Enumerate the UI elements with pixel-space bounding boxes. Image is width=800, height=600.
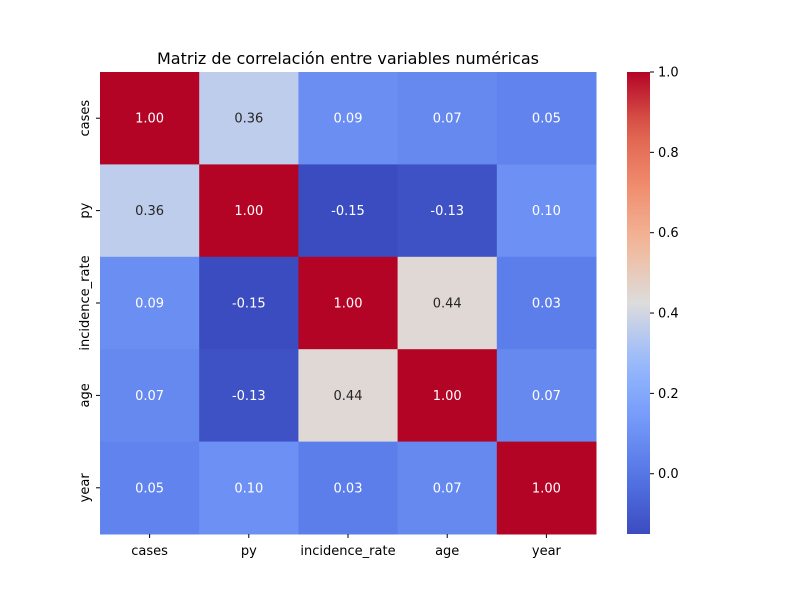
heatmap-cell bbox=[496, 349, 597, 443]
heatmap-cell bbox=[199, 164, 299, 258]
cell-value-label: 0.09 bbox=[334, 112, 363, 127]
cell-value-label: 0.05 bbox=[135, 481, 164, 496]
heatmap-cell bbox=[496, 72, 597, 165]
heatmap-cell bbox=[298, 441, 399, 535]
cell-value-label: 0.44 bbox=[334, 389, 363, 404]
colorbar-tick-label: 1.0 bbox=[658, 66, 679, 81]
heatmap-cell bbox=[496, 441, 597, 535]
chart-title: Matriz de correlación entre variables nu… bbox=[157, 49, 539, 68]
colorbar-tick-label: 0.0 bbox=[658, 467, 679, 482]
cell-value-label: 0.07 bbox=[433, 481, 462, 496]
heatmap-cell bbox=[100, 72, 200, 165]
x-tick-label: age bbox=[435, 544, 459, 559]
cell-value-label: 1.00 bbox=[334, 297, 363, 312]
heatmap-cell bbox=[397, 164, 498, 258]
heatmap-cell bbox=[298, 164, 399, 258]
heatmap-cell bbox=[397, 256, 498, 350]
colorbar-tick-label: 0.4 bbox=[658, 307, 679, 322]
y-tick-label: cases bbox=[78, 100, 93, 137]
cell-value-label: 0.44 bbox=[433, 297, 462, 312]
heatmap-cell bbox=[397, 349, 498, 443]
cell-value-label: 0.07 bbox=[433, 112, 462, 127]
cell-value-label: 0.03 bbox=[334, 481, 363, 496]
cell-value-label: 1.00 bbox=[135, 112, 164, 127]
cell-value-label: 0.07 bbox=[135, 389, 164, 404]
heatmap-cell bbox=[496, 256, 597, 350]
heatmap-cell bbox=[199, 72, 299, 165]
heatmap-cells: 1.00 0.36 0.09 0.07 0.05 0.36 1.00 -0.15 -0.13 0.… bbox=[100, 72, 597, 535]
colorbar: 0.0 0.2 0.4 0.6 0.8 1.0 bbox=[627, 66, 679, 534]
x-tick-label: py bbox=[241, 544, 257, 559]
cell-value-label: 0.10 bbox=[532, 204, 561, 219]
heatmap-cell bbox=[100, 441, 200, 535]
colorbar-tick-label: 0.8 bbox=[658, 146, 679, 161]
heatmap-cell bbox=[100, 256, 200, 350]
x-tick-label: year bbox=[532, 544, 562, 559]
cell-value-label: -0.15 bbox=[331, 204, 365, 219]
cell-value-label: 0.36 bbox=[135, 204, 164, 219]
cell-value-label: 0.36 bbox=[234, 112, 263, 127]
cell-value-label: 1.00 bbox=[234, 204, 263, 219]
heatmap-cell bbox=[397, 72, 498, 165]
cell-value-label: -0.13 bbox=[430, 204, 464, 219]
cell-value-label: 0.10 bbox=[234, 481, 263, 496]
colorbar-gradient bbox=[627, 72, 650, 534]
cell-value-label: -0.15 bbox=[232, 297, 266, 312]
x-tick-label: cases bbox=[131, 544, 168, 559]
cell-value-label: 0.03 bbox=[532, 297, 561, 312]
cell-value-label: 0.09 bbox=[135, 297, 164, 312]
heatmap-cell bbox=[298, 349, 399, 443]
y-tick-label: year bbox=[78, 473, 93, 503]
y-tick-label: age bbox=[78, 383, 93, 407]
x-axis: cases py incidence_rate age year bbox=[131, 534, 562, 559]
heatmap-cell bbox=[397, 441, 498, 535]
colorbar-tick-label: 0.6 bbox=[658, 226, 679, 241]
x-tick-label: incidence_rate bbox=[300, 544, 395, 559]
cell-value-label: 0.07 bbox=[532, 389, 561, 404]
cell-value-label: 1.00 bbox=[433, 389, 462, 404]
cell-value-label: 1.00 bbox=[532, 481, 561, 496]
heatmap-cell bbox=[298, 256, 399, 350]
colorbar-tick-label: 0.2 bbox=[658, 387, 679, 402]
heatmap-cell bbox=[199, 256, 299, 350]
y-tick-label: incidence_rate bbox=[78, 255, 93, 350]
heatmap-cell bbox=[199, 349, 299, 443]
heatmap-cell bbox=[100, 349, 200, 443]
cell-value-label: 0.05 bbox=[532, 112, 561, 127]
heatmap-cell bbox=[100, 164, 200, 258]
heatmap-cell bbox=[199, 441, 299, 535]
heatmap-cell bbox=[298, 72, 399, 165]
colorbar-ticks: 0.0 0.2 0.4 0.6 0.8 1.0 bbox=[650, 66, 679, 482]
heatmap-cell bbox=[496, 164, 597, 258]
cell-value-label: -0.13 bbox=[232, 389, 266, 404]
y-tick-label: py bbox=[78, 202, 93, 218]
